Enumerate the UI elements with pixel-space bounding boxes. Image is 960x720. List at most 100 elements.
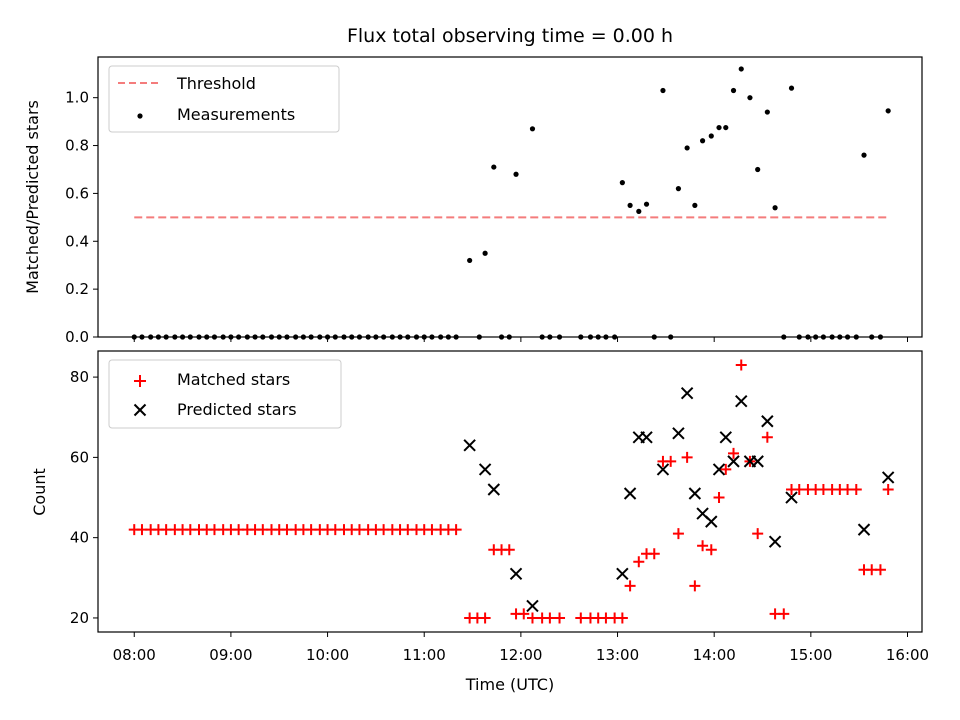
predicted-star-point xyxy=(478,463,492,476)
measurement-point xyxy=(820,334,827,340)
measurement-point xyxy=(755,166,761,173)
matched-star-point xyxy=(648,548,660,560)
matched-star-point xyxy=(633,556,645,568)
measurement-point xyxy=(578,334,584,340)
legend-predicted-label: Predicted stars xyxy=(177,400,297,419)
measurement-point xyxy=(155,334,162,340)
measurement-point xyxy=(861,152,867,158)
measurement-point xyxy=(684,145,690,151)
predicted-star-point xyxy=(616,567,629,581)
measurement-point xyxy=(506,334,512,340)
top-plot-marks xyxy=(131,66,891,340)
predicted-star-point xyxy=(463,439,476,452)
bottom-x-axis: 08:00 09:00 10:00 11:00 12:00 13:00 14:00 15:00… xyxy=(113,632,929,664)
top-legend: Threshold Measurements xyxy=(108,65,340,133)
matched-star-point xyxy=(503,544,515,556)
measurement-point xyxy=(236,334,242,340)
bottom-ytick-label: 80 xyxy=(70,368,89,386)
bottom-xtick-label: 09:00 xyxy=(209,646,252,664)
measurement-point xyxy=(764,109,770,115)
matched-star-point xyxy=(728,447,740,459)
predicted-star-point xyxy=(656,463,670,476)
measurement-point xyxy=(308,334,314,340)
measurement-point xyxy=(179,334,186,340)
predicted-star-point xyxy=(526,599,539,613)
measurement-point xyxy=(476,334,482,340)
legend-threshold-label: Threshold xyxy=(176,74,256,93)
measurement-point xyxy=(413,334,420,340)
measurement-point xyxy=(675,186,682,192)
matched-star-point xyxy=(624,580,636,592)
measurement-point xyxy=(252,334,258,340)
bottom-ytick-label: 40 xyxy=(70,529,89,547)
measurement-point xyxy=(148,334,154,340)
legend-measurements-swatch xyxy=(137,113,143,119)
matched-star-point xyxy=(713,492,725,504)
legend-matched-swatch xyxy=(134,375,146,387)
predicted-star-point xyxy=(785,491,798,504)
matched-star-point xyxy=(689,580,701,592)
measurement-point xyxy=(885,108,891,114)
bottom-ytick-label: 60 xyxy=(70,448,89,466)
top-ytick-label: 0.4 xyxy=(65,232,89,250)
bottom-xtick-label: 14:00 xyxy=(693,646,736,664)
predicted-star-point xyxy=(672,427,685,440)
measurement-point xyxy=(482,250,488,256)
measurement-point xyxy=(813,334,819,340)
measurement-point xyxy=(139,334,145,340)
measurement-point xyxy=(204,334,210,340)
measurement-point xyxy=(187,334,193,340)
measurement-point xyxy=(365,334,371,340)
predicted-star-point xyxy=(719,431,732,444)
measurement-point xyxy=(627,202,633,208)
measurement-point xyxy=(429,334,435,340)
measurement-point xyxy=(829,334,835,340)
bottom-y-axis: 20 40 60 80 xyxy=(70,368,98,627)
measurement-point xyxy=(300,334,306,340)
top-ytick-label: 1.0 xyxy=(65,89,89,107)
predicted-star-point xyxy=(712,463,726,476)
measurement-point xyxy=(349,334,355,340)
measurement-point xyxy=(244,334,250,340)
measurement-point xyxy=(284,334,290,340)
bottom-xtick-label: 16:00 xyxy=(886,646,929,664)
bottom-plot-marks xyxy=(128,359,895,624)
measurement-point xyxy=(636,208,642,214)
measurement-point xyxy=(260,334,266,340)
predicted-star-point xyxy=(487,483,501,496)
measurement-point xyxy=(692,202,698,208)
bottom-xtick-label: 08:00 xyxy=(113,646,156,664)
measurement-point xyxy=(397,334,403,340)
top-ytick-label: 0.0 xyxy=(65,328,89,346)
top-y-axis-label: Matched/Predicted stars xyxy=(23,100,42,294)
measurement-point xyxy=(324,334,331,340)
matched-star-point xyxy=(526,612,538,624)
measurement-point xyxy=(220,334,226,340)
measurement-point xyxy=(869,334,875,340)
matched-star-point xyxy=(665,455,677,467)
measurement-point xyxy=(491,164,497,170)
matched-star-point xyxy=(616,612,628,624)
top-plot: 0.0 0.2 0.4 0.6 0.8 1.0 Matched/Predicted sta… xyxy=(23,56,923,346)
measurement-point xyxy=(381,334,387,340)
matched-star-point xyxy=(450,524,462,536)
matched-star-point xyxy=(735,359,747,371)
bottom-xtick-label: 15:00 xyxy=(789,646,832,664)
measurement-point xyxy=(668,334,674,340)
measurement-point xyxy=(131,334,137,340)
measurement-point xyxy=(587,334,594,340)
measurement-point xyxy=(341,334,347,340)
matched-star-point xyxy=(778,608,790,620)
predicted-star-point xyxy=(751,455,764,468)
measurement-point xyxy=(276,334,282,340)
top-ytick-label: 0.8 xyxy=(65,137,89,155)
bottom-x-axis-label: Time (UTC) xyxy=(465,675,554,694)
matched-star-point xyxy=(575,612,587,624)
measurement-point xyxy=(772,205,778,211)
measurement-point xyxy=(651,334,657,340)
matched-star-point xyxy=(705,544,717,556)
measurement-point xyxy=(781,334,787,340)
bottom-legend: Matched stars Predicted stars xyxy=(108,359,342,429)
measurement-point xyxy=(853,334,859,340)
